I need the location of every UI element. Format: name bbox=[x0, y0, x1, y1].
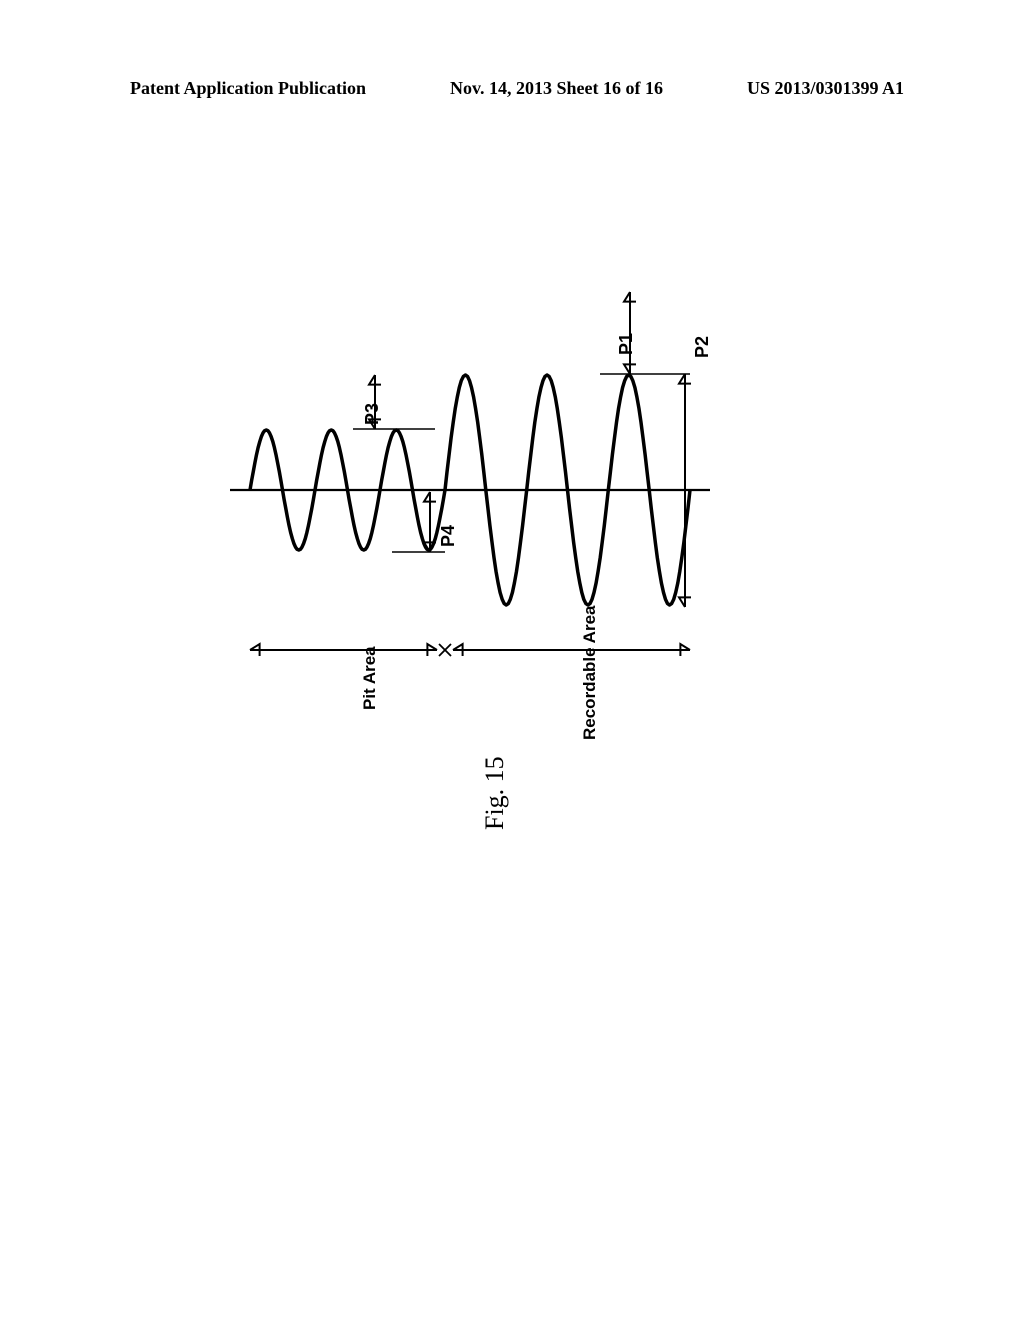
label-p4: P4 bbox=[438, 525, 459, 547]
page-header: Patent Application Publication Nov. 14, … bbox=[0, 78, 1024, 99]
label-p2: P2 bbox=[692, 336, 713, 358]
label-p3: P3 bbox=[362, 403, 383, 425]
header-center: Nov. 14, 2013 Sheet 16 of 16 bbox=[450, 78, 663, 99]
figure-area: P1 P2 P3 P4 Pit Area Recordable Area Fig… bbox=[230, 270, 710, 910]
header-right: US 2013/0301399 A1 bbox=[747, 78, 904, 99]
figure-svg bbox=[230, 270, 710, 710]
figure-caption: Fig. 15 bbox=[480, 756, 510, 830]
label-pit-area: Pit Area bbox=[360, 646, 380, 710]
header-left: Patent Application Publication bbox=[130, 78, 366, 99]
page: Patent Application Publication Nov. 14, … bbox=[0, 0, 1024, 1320]
label-recordable-area: Recordable Area bbox=[580, 606, 600, 740]
label-p1: P1 bbox=[616, 333, 637, 355]
